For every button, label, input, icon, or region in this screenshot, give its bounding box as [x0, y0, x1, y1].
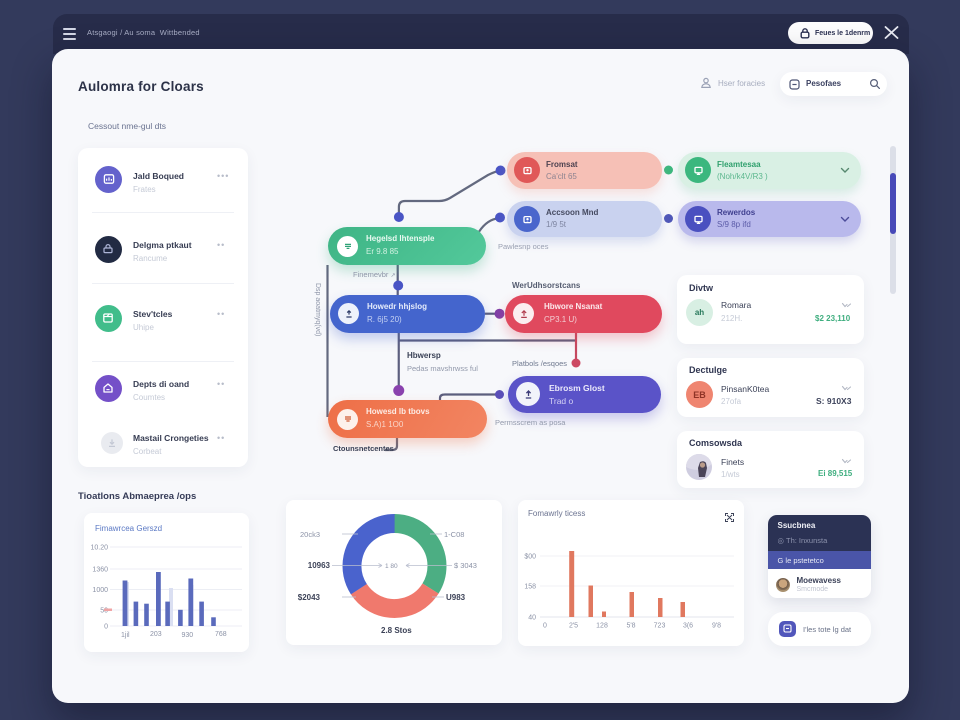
svg-text:0: 0 [543, 623, 547, 630]
svg-text:$00: $00 [524, 554, 536, 561]
svg-text:5'8: 5'8 [626, 623, 635, 630]
svg-text:930: 930 [182, 632, 194, 639]
svg-text:10.20: 10.20 [90, 545, 108, 552]
svg-text:1jil: 1jil [121, 632, 130, 639]
svg-text:20ck3: 20ck3 [300, 530, 320, 539]
svg-text:2.8 Stos: 2.8 Stos [381, 626, 412, 635]
svg-text:1 80: 1 80 [385, 563, 398, 570]
svg-text:10963: 10963 [308, 561, 331, 570]
svg-text:723: 723 [654, 623, 666, 630]
svg-text:203: 203 [150, 631, 162, 638]
svg-text:40: 40 [528, 615, 536, 622]
svg-text:1360: 1360 [92, 567, 108, 574]
svg-text:128: 128 [596, 623, 608, 630]
svg-text:U983: U983 [446, 593, 466, 602]
svg-text:$ 3043: $ 3043 [454, 561, 477, 570]
svg-text:1000: 1000 [92, 587, 108, 594]
svg-text:158: 158 [524, 584, 536, 591]
svg-text:1-C08: 1-C08 [444, 530, 464, 539]
svg-text:0: 0 [104, 624, 108, 631]
svg-text:2'5: 2'5 [569, 623, 578, 630]
svg-text:3(6: 3(6 [683, 623, 693, 630]
svg-text:768: 768 [215, 631, 227, 638]
svg-text:9'8: 9'8 [712, 623, 721, 630]
svg-text:$2043: $2043 [298, 593, 321, 602]
